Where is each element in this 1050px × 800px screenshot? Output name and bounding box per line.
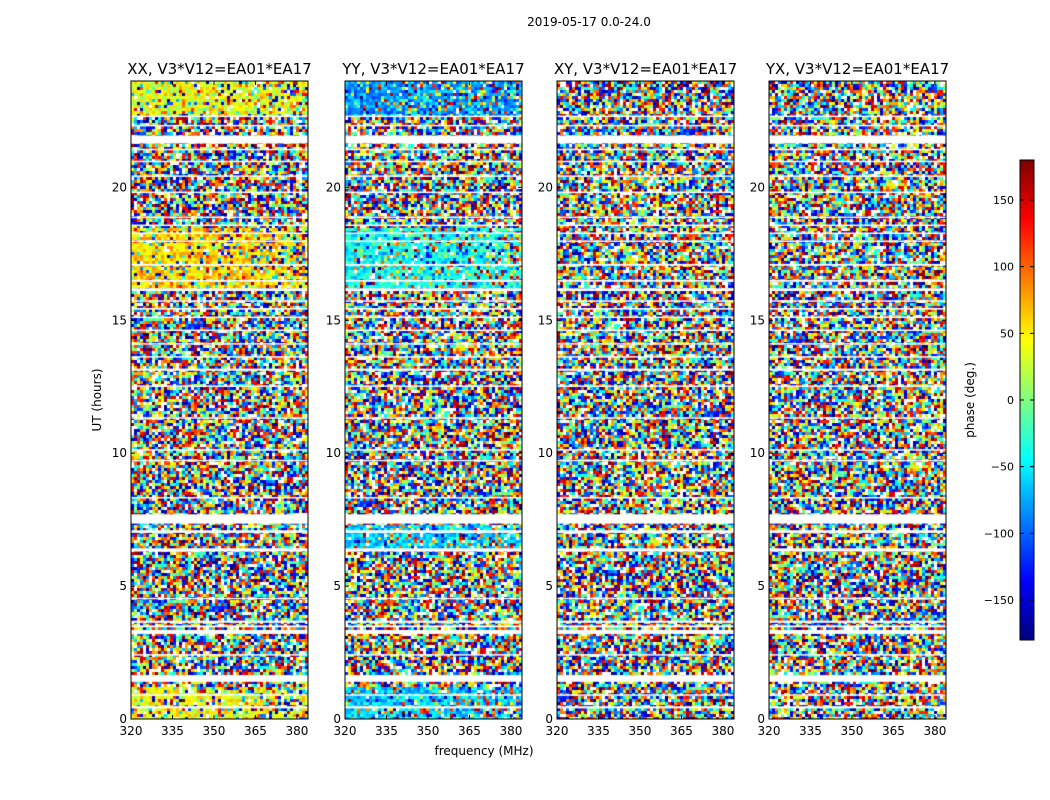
- panel-2: XY, V3*V12=EA01*EA17 320 335 350 365 380 0 5 10 1…: [538, 60, 737, 738]
- y-tick-label: 10: [538, 446, 553, 460]
- x-tick-label: 365: [458, 724, 481, 738]
- colorbar-tick-label: 50: [1000, 327, 1014, 340]
- x-tick-label: 320: [546, 724, 569, 738]
- heatmap-3: [769, 81, 946, 719]
- y-tick-label: 5: [333, 579, 341, 593]
- x-tick-label: 365: [882, 724, 905, 738]
- y-tick-label: 20: [112, 180, 127, 194]
- y-tick-label: 15: [326, 313, 341, 327]
- y-tick-label: 20: [326, 180, 341, 194]
- panel-title: YY, V3*V12=EA01*EA17: [341, 60, 524, 78]
- x-tick-label: 380: [711, 724, 734, 738]
- x-tick-label: 320: [334, 724, 357, 738]
- panel-title: YX, V3*V12=EA01*EA17: [765, 60, 949, 78]
- heatmap-1: [345, 81, 522, 719]
- y-tick-label: 15: [112, 313, 127, 327]
- panel-frame: [768, 80, 947, 720]
- x-tick-label: 380: [499, 724, 522, 738]
- colorbar-tick-label: −50: [991, 461, 1014, 474]
- colorbar-tick-label: −150: [984, 594, 1014, 607]
- x-tick-label: 380: [923, 724, 946, 738]
- x-tick-label: 350: [629, 724, 652, 738]
- y-tick-label: 15: [538, 313, 553, 327]
- x-tick-label: 350: [203, 724, 226, 738]
- panel-frame: [556, 80, 735, 720]
- panels-group: XX, V3*V12=EA01*EA17 320 335 350 365 380 0 5 10 1…: [112, 60, 949, 738]
- colorbar-tick-label: 150: [993, 194, 1014, 207]
- colorbar-tick-label: 100: [993, 261, 1014, 274]
- x-tick-label: 320: [120, 724, 143, 738]
- panel-0: XX, V3*V12=EA01*EA17 320 335 350 365 380 0 5 10 1…: [112, 60, 312, 738]
- y-tick-label: 0: [119, 712, 127, 726]
- x-tick-label: 350: [417, 724, 440, 738]
- y-tick-label: 20: [750, 180, 765, 194]
- y-tick-label: 10: [326, 446, 341, 460]
- x-tick-label: 365: [244, 724, 267, 738]
- heatmap-0: [131, 81, 308, 719]
- colorbar-label: phase (deg.): [963, 362, 977, 438]
- y-tick-label: 0: [757, 712, 765, 726]
- x-tick-label: 335: [799, 724, 822, 738]
- y-tick-label: 15: [750, 313, 765, 327]
- x-tick-label: 335: [161, 724, 184, 738]
- y-tick-label: 20: [538, 180, 553, 194]
- y-axis-label: UT (hours): [90, 368, 104, 431]
- colorbar: −150 −100 −50 0 50 100 150: [984, 159, 1035, 641]
- panel-1: YY, V3*V12=EA01*EA17 320 335 350 365 380 0 5 10 1…: [326, 60, 525, 738]
- colorbar-tick-label: 0: [1007, 394, 1014, 407]
- y-tick-label: 10: [112, 446, 127, 460]
- x-tick-label: 380: [285, 724, 308, 738]
- y-tick-label: 5: [545, 579, 553, 593]
- panel-title: XX, V3*V12=EA01*EA17: [127, 60, 311, 78]
- x-tick-label: 335: [587, 724, 610, 738]
- x-tick-label: 350: [841, 724, 864, 738]
- x-tick-label: 320: [758, 724, 781, 738]
- y-tick-label: 10: [750, 446, 765, 460]
- panel-3: YX, V3*V12=EA01*EA17 320 335 350 365 380 0 5 10 1…: [750, 60, 949, 738]
- y-tick-label: 0: [545, 712, 553, 726]
- y-tick-label: 0: [333, 712, 341, 726]
- y-tick-label: 5: [119, 579, 127, 593]
- colorbar-tick-label: −100: [984, 527, 1014, 540]
- figure-suptitle: 2019-05-17 0.0-24.0: [527, 15, 651, 29]
- x-axis-label: frequency (MHz): [434, 744, 533, 758]
- panel-frame: [344, 80, 523, 720]
- panel-title: XY, V3*V12=EA01*EA17: [554, 60, 737, 78]
- x-tick-label: 365: [670, 724, 693, 738]
- panel-frame: [130, 80, 309, 720]
- heatmap-2: [557, 81, 734, 719]
- y-tick-label: 5: [757, 579, 765, 593]
- x-tick-label: 335: [375, 724, 398, 738]
